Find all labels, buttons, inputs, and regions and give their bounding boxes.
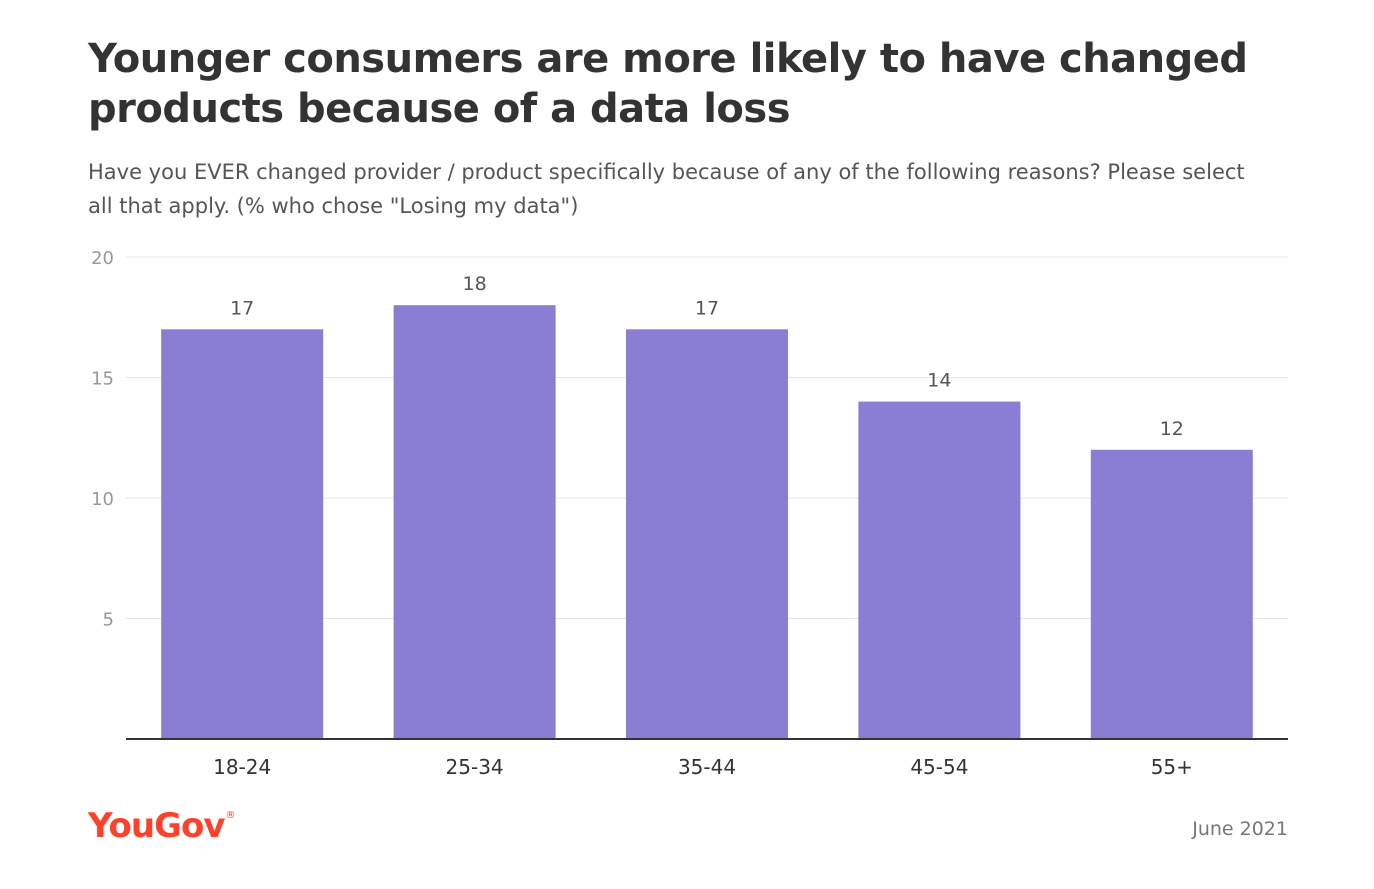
y-tick-label: 15 [91,369,114,390]
bar [626,329,788,739]
data-label: 12 [1160,418,1184,440]
x-tick-label: 35-44 [678,755,736,779]
y-tick-label: 5 [103,610,114,631]
chart-title: Younger consumers are more likely to hav… [88,36,1248,132]
bar [393,305,556,739]
x-tick-label: 55+ [1151,755,1193,779]
bar [858,401,1021,739]
data-label: 17 [695,297,719,319]
bar [161,329,324,739]
x-tick-label: 25-34 [446,755,504,779]
bar [1090,449,1253,739]
data-label: 18 [463,273,487,295]
brand-name: YouGov [88,806,225,846]
x-tick-label: 45-54 [910,755,968,779]
y-tick-label: 20 [91,248,114,269]
chart-subtitle: Have you EVER changed provider / product… [88,160,1245,218]
data-label: 17 [230,297,254,319]
y-tick-label: 10 [91,489,114,510]
x-tick-label: 18-24 [213,755,271,779]
publish-date: June 2021 [1192,818,1288,840]
registered-mark: ® [225,810,236,821]
data-label: 14 [927,370,951,392]
yougov-logo: YouGov® [88,806,236,846]
